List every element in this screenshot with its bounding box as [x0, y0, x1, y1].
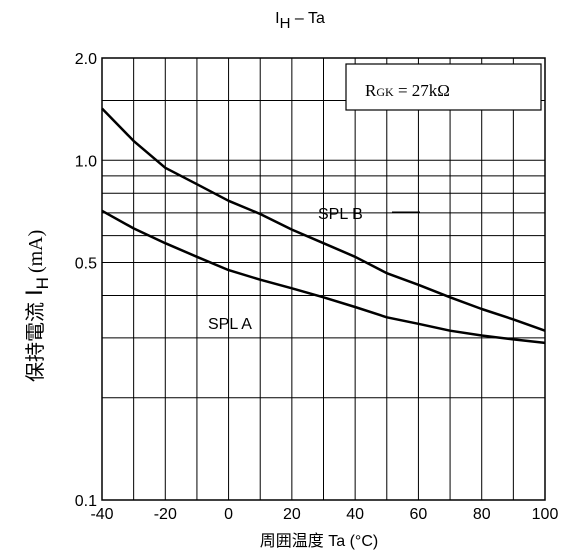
x-axis-title: 周囲温度 Ta (°C)	[260, 532, 378, 550]
y-tick-labels: 2.0 1.0 0.5 0.1	[75, 51, 97, 510]
series-label-spl-a: SPL A	[208, 316, 252, 333]
x-tick-label: 40	[346, 506, 364, 523]
series-label-spl-b: SPL B	[318, 206, 363, 223]
x-tick-label: 80	[473, 506, 491, 523]
x-tick-label: -20	[154, 506, 177, 523]
x-tick-label: 100	[532, 506, 559, 523]
annotation-rgk: RGK = 27kΩ	[365, 81, 450, 100]
y-tick-label: 1.0	[75, 153, 97, 170]
series-line-spl-a	[101, 209, 546, 345]
y-tick-label: 2.0	[75, 51, 97, 68]
x-tick-label: 0	[224, 506, 233, 523]
x-tick-label: -40	[90, 506, 113, 523]
chart-title: IH – Ta	[275, 10, 325, 32]
y-tick-label: 0.5	[75, 256, 97, 273]
series-line-spl-b	[101, 107, 546, 332]
x-tick-label: 60	[410, 506, 428, 523]
vertical-gridlines	[133, 58, 514, 500]
x-tick-label: 20	[283, 506, 301, 523]
y-axis-title-text: 保持電流IH(mA)	[21, 230, 52, 382]
series-layer	[101, 107, 546, 345]
x-tick-labels: -40 -20 0 20 40 60 80 100	[90, 506, 558, 523]
plot-frame	[101, 57, 546, 501]
y-axis-title: 保持電流IH(mA)	[21, 230, 52, 382]
y-tick-label: 0.1	[75, 493, 97, 510]
annotation-box	[345, 63, 542, 111]
